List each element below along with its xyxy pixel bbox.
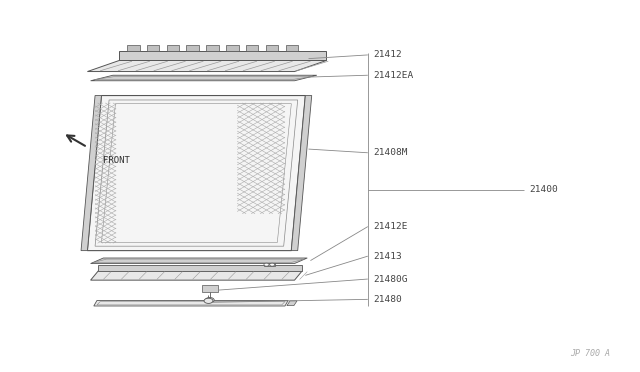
Polygon shape	[266, 45, 278, 51]
Text: 21408M: 21408M	[373, 148, 408, 157]
Text: 21412: 21412	[373, 51, 402, 60]
Circle shape	[205, 298, 214, 303]
Text: 21480G: 21480G	[373, 275, 408, 283]
Text: 21400: 21400	[529, 185, 557, 194]
Polygon shape	[285, 45, 298, 51]
Polygon shape	[186, 45, 199, 51]
Text: 21412E: 21412E	[373, 222, 408, 231]
Polygon shape	[119, 51, 326, 61]
Circle shape	[204, 298, 213, 304]
Polygon shape	[291, 96, 312, 251]
Polygon shape	[246, 45, 259, 51]
Text: 21480: 21480	[373, 295, 402, 304]
Text: FRONT: FRONT	[103, 157, 130, 166]
Polygon shape	[91, 75, 317, 81]
Circle shape	[269, 263, 275, 266]
Polygon shape	[94, 301, 288, 306]
Polygon shape	[264, 263, 275, 266]
Polygon shape	[202, 285, 218, 292]
Polygon shape	[206, 45, 219, 51]
Text: 21413: 21413	[373, 251, 402, 261]
Polygon shape	[127, 45, 140, 51]
Polygon shape	[91, 271, 302, 280]
Text: 21412EA: 21412EA	[373, 71, 413, 80]
Polygon shape	[166, 45, 179, 51]
Polygon shape	[147, 45, 159, 51]
Polygon shape	[99, 265, 302, 271]
Text: JP 700 A: JP 700 A	[570, 349, 610, 358]
Polygon shape	[81, 96, 101, 251]
Polygon shape	[88, 96, 305, 251]
Polygon shape	[226, 45, 239, 51]
Polygon shape	[88, 61, 326, 71]
Polygon shape	[91, 258, 307, 263]
Polygon shape	[287, 301, 297, 306]
Circle shape	[264, 263, 269, 266]
